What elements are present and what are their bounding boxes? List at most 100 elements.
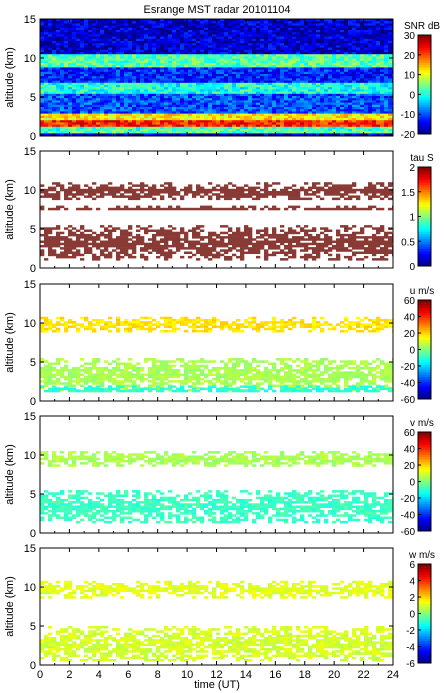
snr-cell	[380, 98, 385, 101]
snr-cell	[160, 41, 165, 44]
snr-cell	[228, 65, 233, 68]
snr-cell	[100, 78, 105, 81]
echo-cell	[44, 195, 49, 198]
snr-cell	[372, 27, 377, 31]
snr-cell	[144, 65, 149, 68]
snr-cell	[152, 80, 157, 84]
snr-cell	[48, 129, 53, 132]
snr-cell	[40, 30, 45, 33]
snr-cell	[156, 54, 161, 57]
snr-cell	[172, 56, 177, 59]
snr-cell	[244, 104, 249, 108]
snr-cell	[364, 82, 369, 86]
snr-cell	[216, 122, 221, 125]
snr-cell	[128, 131, 133, 134]
snr-cell	[140, 21, 145, 24]
snr-cell	[380, 47, 385, 51]
snr-cell	[180, 41, 185, 44]
snr-cell	[108, 107, 113, 110]
snr-cell	[180, 54, 185, 57]
snr-cell	[352, 100, 357, 103]
snr-cell	[120, 109, 125, 112]
snr-cell	[224, 45, 229, 48]
snr-cell	[388, 32, 393, 35]
snr-cell	[196, 38, 201, 42]
snr-cell	[248, 122, 253, 125]
snr-cell	[200, 109, 205, 112]
snr-cell	[64, 107, 69, 110]
snr-cell	[160, 60, 165, 64]
snr-cell	[56, 93, 61, 97]
snr-cell	[200, 54, 205, 57]
snr-cell	[108, 36, 113, 40]
snr-cell	[344, 56, 349, 59]
snr-cell	[52, 52, 57, 55]
snr-cell	[240, 122, 245, 125]
snr-cell	[160, 98, 165, 101]
snr-cell	[312, 36, 317, 40]
snr-cell	[176, 80, 181, 84]
snr-cell	[236, 91, 241, 95]
snr-cell	[52, 98, 57, 101]
snr-cell	[280, 133, 285, 136]
snr-cell	[188, 21, 193, 24]
snr-cell	[240, 118, 245, 121]
snr-cell	[264, 133, 269, 136]
snr-cell	[212, 115, 217, 119]
snr-cell	[316, 41, 321, 44]
snr-cell	[236, 102, 241, 106]
snr-cell	[316, 102, 321, 106]
snr-cell	[384, 52, 389, 55]
snr-cell	[192, 49, 197, 53]
snr-cell	[236, 38, 241, 42]
snr-cell	[316, 30, 321, 33]
snr-cell	[208, 82, 213, 86]
snr-cell	[112, 58, 117, 62]
snr-cell	[156, 126, 161, 130]
snr-cell	[380, 65, 385, 68]
snr-cell	[284, 74, 289, 77]
snr-cell	[236, 78, 241, 81]
snr-cell	[116, 27, 121, 31]
snr-cell	[60, 98, 65, 101]
snr-cell	[356, 60, 361, 64]
snr-cell	[348, 43, 353, 46]
snr-cell	[76, 87, 81, 90]
snr-cell	[296, 100, 301, 103]
snr-cell	[156, 71, 161, 75]
snr-cell	[192, 23, 197, 26]
snr-cell	[92, 115, 97, 119]
snr-cell	[256, 91, 261, 95]
snr-cell	[300, 49, 305, 53]
snr-cell	[348, 133, 353, 136]
snr-cell	[104, 91, 109, 95]
snr-cell	[352, 54, 357, 57]
snr-cell	[292, 45, 297, 48]
snr-cell	[260, 47, 265, 51]
snr-cell	[164, 56, 169, 59]
snr-cell	[132, 102, 137, 106]
snr-cell	[100, 80, 105, 84]
snr-cell	[180, 85, 185, 88]
snr-cell	[192, 85, 197, 88]
snr-cell	[252, 76, 257, 79]
snr-cell	[56, 38, 61, 42]
snr-cell	[56, 78, 61, 81]
snr-cell	[324, 78, 329, 81]
snr-cell	[192, 109, 197, 112]
snr-cell	[288, 32, 293, 35]
snr-cell	[40, 74, 45, 77]
echo-cell	[76, 191, 81, 194]
snr-cell	[84, 52, 89, 55]
snr-cell	[52, 107, 57, 110]
snr-cell	[208, 89, 213, 92]
snr-cell	[352, 85, 357, 88]
snr-cell	[216, 56, 221, 59]
snr-cell	[388, 78, 393, 81]
snr-cell	[276, 107, 281, 110]
snr-cell	[272, 21, 277, 24]
snr-cell	[304, 45, 309, 48]
snr-cell	[44, 52, 49, 55]
snr-cell	[364, 74, 369, 77]
